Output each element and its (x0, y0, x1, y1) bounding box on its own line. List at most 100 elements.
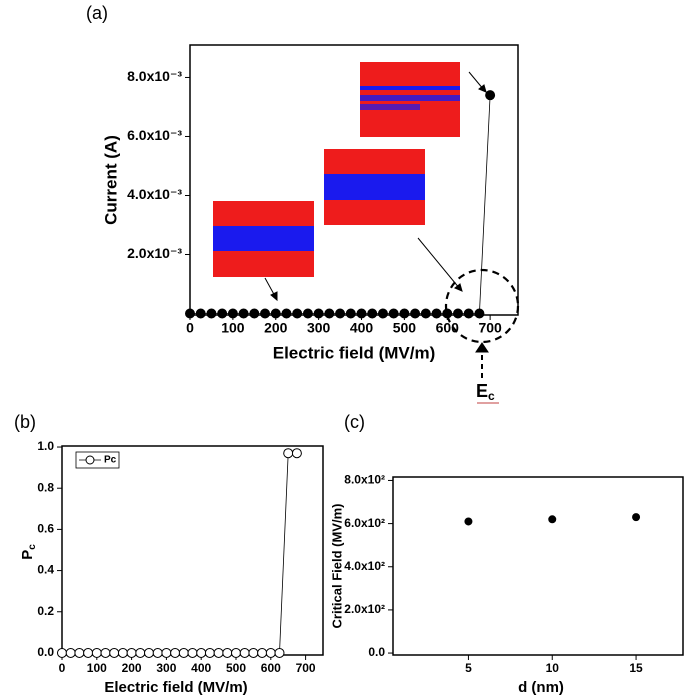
data-point (126, 647, 137, 658)
data-point (431, 308, 442, 319)
data-point (100, 647, 111, 658)
data-point (206, 308, 217, 319)
inset-band (213, 226, 314, 251)
data-point (367, 308, 378, 319)
y-tick-label: 6.0x10² (344, 516, 385, 530)
data-point (388, 308, 399, 319)
data-point (377, 308, 388, 319)
y-tick-label: 0.4 (37, 563, 54, 577)
data-point (548, 515, 557, 524)
panel-label: (c) (344, 412, 365, 432)
y-tick-label: 1.0 (37, 439, 54, 453)
y-tick-label: 0.0 (37, 645, 54, 659)
x-tick-label: 300 (156, 661, 176, 675)
y-tick-label: 8.0x10⁻³ (127, 68, 182, 84)
data-point (161, 647, 172, 658)
panel-label: (a) (86, 3, 108, 23)
x-tick-label: 5 (465, 661, 472, 675)
y-tick-label: 4.0x10⁻³ (127, 186, 182, 202)
data-point (185, 308, 195, 319)
data-point (632, 513, 641, 522)
arrow-head (454, 283, 463, 292)
y-tick-label: 0.2 (37, 604, 54, 618)
arrow-head (478, 84, 487, 93)
data-point (291, 448, 302, 459)
data-point (196, 647, 207, 658)
x-tick-label: 500 (226, 661, 246, 675)
data-point (464, 517, 473, 526)
data-point (231, 647, 241, 658)
data-point (65, 647, 76, 658)
inset-band (324, 174, 425, 200)
annotation-subscript: c (488, 389, 495, 403)
x-axis-label: d (nm) (518, 679, 564, 696)
data-point (135, 647, 146, 658)
x-tick-label: 300 (307, 320, 331, 336)
plot-frame (392, 476, 684, 656)
x-tick-label: 0 (59, 661, 66, 675)
y-tick-label: 2.0x10² (344, 602, 385, 616)
data-point (399, 308, 410, 319)
data-point (227, 308, 238, 319)
x-tick-label: 700 (478, 320, 502, 336)
arrow (417, 237, 461, 290)
x-axis-label: Electric field (MV/m) (273, 343, 435, 362)
y-tick-label: 6.0x10⁻³ (127, 127, 182, 143)
data-point (260, 308, 271, 319)
data-point (335, 308, 346, 319)
data-point (83, 647, 94, 658)
x-tick-label: 10 (546, 661, 560, 675)
x-tick-label: 200 (122, 661, 142, 675)
inset-band (360, 86, 460, 90)
data-point (452, 308, 463, 319)
data-point (274, 647, 285, 658)
data-point (283, 448, 294, 459)
data-point (217, 308, 228, 319)
data-point (170, 647, 181, 658)
x-tick-label: 600 (436, 320, 460, 336)
x-axis-label: Electric field (MV/m) (104, 679, 247, 696)
data-point (213, 647, 224, 658)
data-point (442, 308, 453, 319)
x-tick-label: 200 (264, 320, 288, 336)
y-axis-label: Current (A) (101, 135, 120, 225)
x-tick-label: 500 (393, 320, 417, 336)
data-point (265, 647, 276, 658)
y-tick-label: 0.8 (37, 480, 54, 494)
data-point (144, 647, 154, 658)
inset-band (360, 104, 420, 110)
arrow-head (475, 342, 489, 353)
data-point (117, 647, 128, 658)
data-point (239, 647, 250, 658)
x-tick-label: 100 (87, 661, 107, 675)
arrow-head (270, 291, 278, 302)
data-point (152, 647, 163, 658)
x-tick-label: 100 (221, 320, 245, 336)
data-point (281, 308, 292, 319)
data-point (302, 308, 313, 319)
x-tick-label: 600 (261, 661, 281, 675)
label-text: P (19, 550, 36, 560)
data-point (109, 647, 120, 658)
y-tick-label: 8.0x10² (344, 473, 385, 487)
data-point (195, 308, 206, 319)
data-point (474, 308, 485, 319)
data-point (257, 647, 268, 658)
x-tick-label: 400 (350, 320, 374, 336)
data-point (204, 647, 215, 658)
x-tick-label: 0 (186, 320, 194, 336)
legend-marker (85, 455, 95, 465)
data-point (420, 308, 431, 319)
panel-label: (b) (14, 412, 36, 432)
y-tick-label: 2.0x10⁻³ (127, 245, 182, 261)
x-tick-label: 15 (629, 661, 643, 675)
annotation-text: E (476, 381, 488, 401)
data-point (74, 647, 85, 658)
data-point (222, 647, 233, 658)
data-point (57, 647, 67, 658)
data-point (356, 308, 367, 319)
y-tick-label: 0.6 (37, 522, 54, 536)
data-point (324, 308, 335, 319)
y-axis-label: Critical Field (MV/m) (329, 504, 344, 629)
y-tick-label: 4.0x10² (344, 559, 385, 573)
